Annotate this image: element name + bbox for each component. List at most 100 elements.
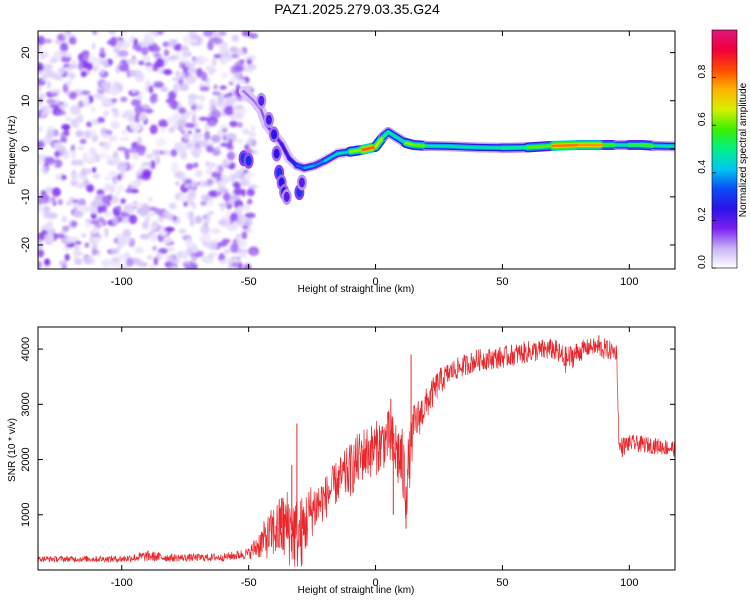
noise-blob	[115, 185, 125, 192]
noise-blob	[77, 53, 85, 62]
noise-blob	[154, 45, 161, 53]
noise-blob	[224, 105, 235, 116]
noise-blob	[129, 70, 136, 78]
noise-blob	[68, 91, 77, 100]
noise-blob	[183, 201, 188, 207]
noise-blob	[191, 56, 197, 62]
noise-blob	[219, 85, 227, 90]
noise-blob	[149, 94, 158, 104]
noise-blob	[196, 105, 202, 111]
noise-blob	[91, 236, 102, 243]
noise-blob	[62, 225, 70, 232]
noise-blob	[211, 57, 217, 67]
noise-blob	[146, 153, 153, 159]
noise-blob	[126, 69, 131, 78]
noise-blob	[168, 127, 175, 133]
noise-blob	[108, 31, 116, 35]
noise-blob	[155, 137, 166, 147]
noise-blob	[101, 141, 112, 151]
noise-blob	[169, 90, 177, 100]
noise-blob	[46, 98, 55, 105]
noise-blob	[118, 263, 128, 269]
noise-blob	[168, 103, 178, 108]
noise-blob	[117, 236, 128, 246]
y-tick-label: -20	[20, 237, 32, 253]
noise-blob	[133, 69, 143, 78]
noise-blob	[102, 87, 109, 93]
noise-blob	[137, 40, 149, 47]
noise-blob	[155, 156, 160, 165]
noise-blob	[221, 57, 229, 63]
noise-blob	[153, 256, 159, 266]
noise-blob	[44, 157, 56, 165]
noise-blob	[158, 211, 164, 217]
noise-blob	[103, 59, 109, 68]
noise-blob	[95, 92, 104, 100]
figure-title: PAZ1.2025.279.03.35.G24	[274, 1, 440, 17]
noise-blob	[207, 40, 214, 51]
noise-blob	[185, 263, 194, 269]
noise-blob	[77, 113, 84, 122]
noise-blob	[140, 172, 152, 181]
noise-blob	[197, 139, 208, 148]
noise-blob	[160, 86, 169, 93]
noise-blob	[183, 77, 188, 85]
noise-blob	[234, 65, 245, 72]
noise-blob	[46, 212, 58, 219]
noise-blob	[122, 228, 132, 237]
streak-blob-core	[258, 95, 265, 106]
noise-blob	[227, 92, 233, 97]
ridge-segment	[640, 143, 656, 148]
noise-blob	[211, 171, 222, 179]
noise-blob	[173, 43, 183, 51]
noise-blob	[44, 258, 51, 267]
spectrogram-x-label: Height of straight line (km)	[298, 284, 415, 295]
noise-blob	[246, 188, 255, 197]
noise-blob	[167, 42, 176, 48]
noise-blob	[41, 74, 47, 82]
noise-blob	[53, 159, 63, 168]
snr-x-ticks: -100 -50 0 50 100	[111, 327, 638, 589]
noise-blob	[92, 198, 103, 207]
noise-blob	[38, 100, 41, 108]
noise-blob	[97, 57, 102, 64]
noise-blob	[41, 194, 50, 201]
noise-blob	[168, 55, 179, 60]
noise-blob	[181, 50, 192, 59]
noise-blob	[77, 146, 85, 150]
x-tick-label: 50	[496, 577, 508, 589]
noise-blob	[120, 198, 126, 204]
noise-blob	[189, 110, 198, 116]
noise-blob	[222, 128, 228, 133]
noise-blob	[132, 44, 142, 51]
noise-blob	[73, 249, 78, 259]
noise-blob	[112, 216, 118, 225]
noise-blob	[46, 220, 54, 228]
noise-blob	[234, 104, 244, 110]
noise-blob	[62, 124, 70, 131]
noise-blob	[206, 119, 217, 127]
noise-blob	[71, 149, 77, 160]
noise-blob	[110, 86, 120, 96]
noise-blob	[62, 83, 69, 93]
noise-blob	[168, 202, 177, 210]
noise-blob	[135, 145, 147, 152]
noise-blob	[216, 241, 228, 247]
noise-blob	[183, 127, 189, 135]
noise-blob	[91, 42, 96, 50]
noise-blob	[53, 142, 62, 148]
noise-blob	[101, 195, 111, 204]
noise-blob	[55, 174, 63, 180]
noise-blob	[75, 173, 83, 181]
noise-blob	[122, 40, 130, 49]
x-tick-label: 0	[372, 276, 378, 288]
noise-blob	[153, 53, 162, 59]
noise-blob	[100, 68, 105, 76]
noise-blob	[49, 227, 56, 235]
noise-blob	[149, 263, 154, 269]
noise-blob	[132, 258, 141, 264]
noise-blob	[57, 198, 63, 206]
x-tick-label: -100	[111, 276, 133, 288]
snr-spikes	[281, 335, 600, 565]
noise-blob	[119, 136, 130, 142]
